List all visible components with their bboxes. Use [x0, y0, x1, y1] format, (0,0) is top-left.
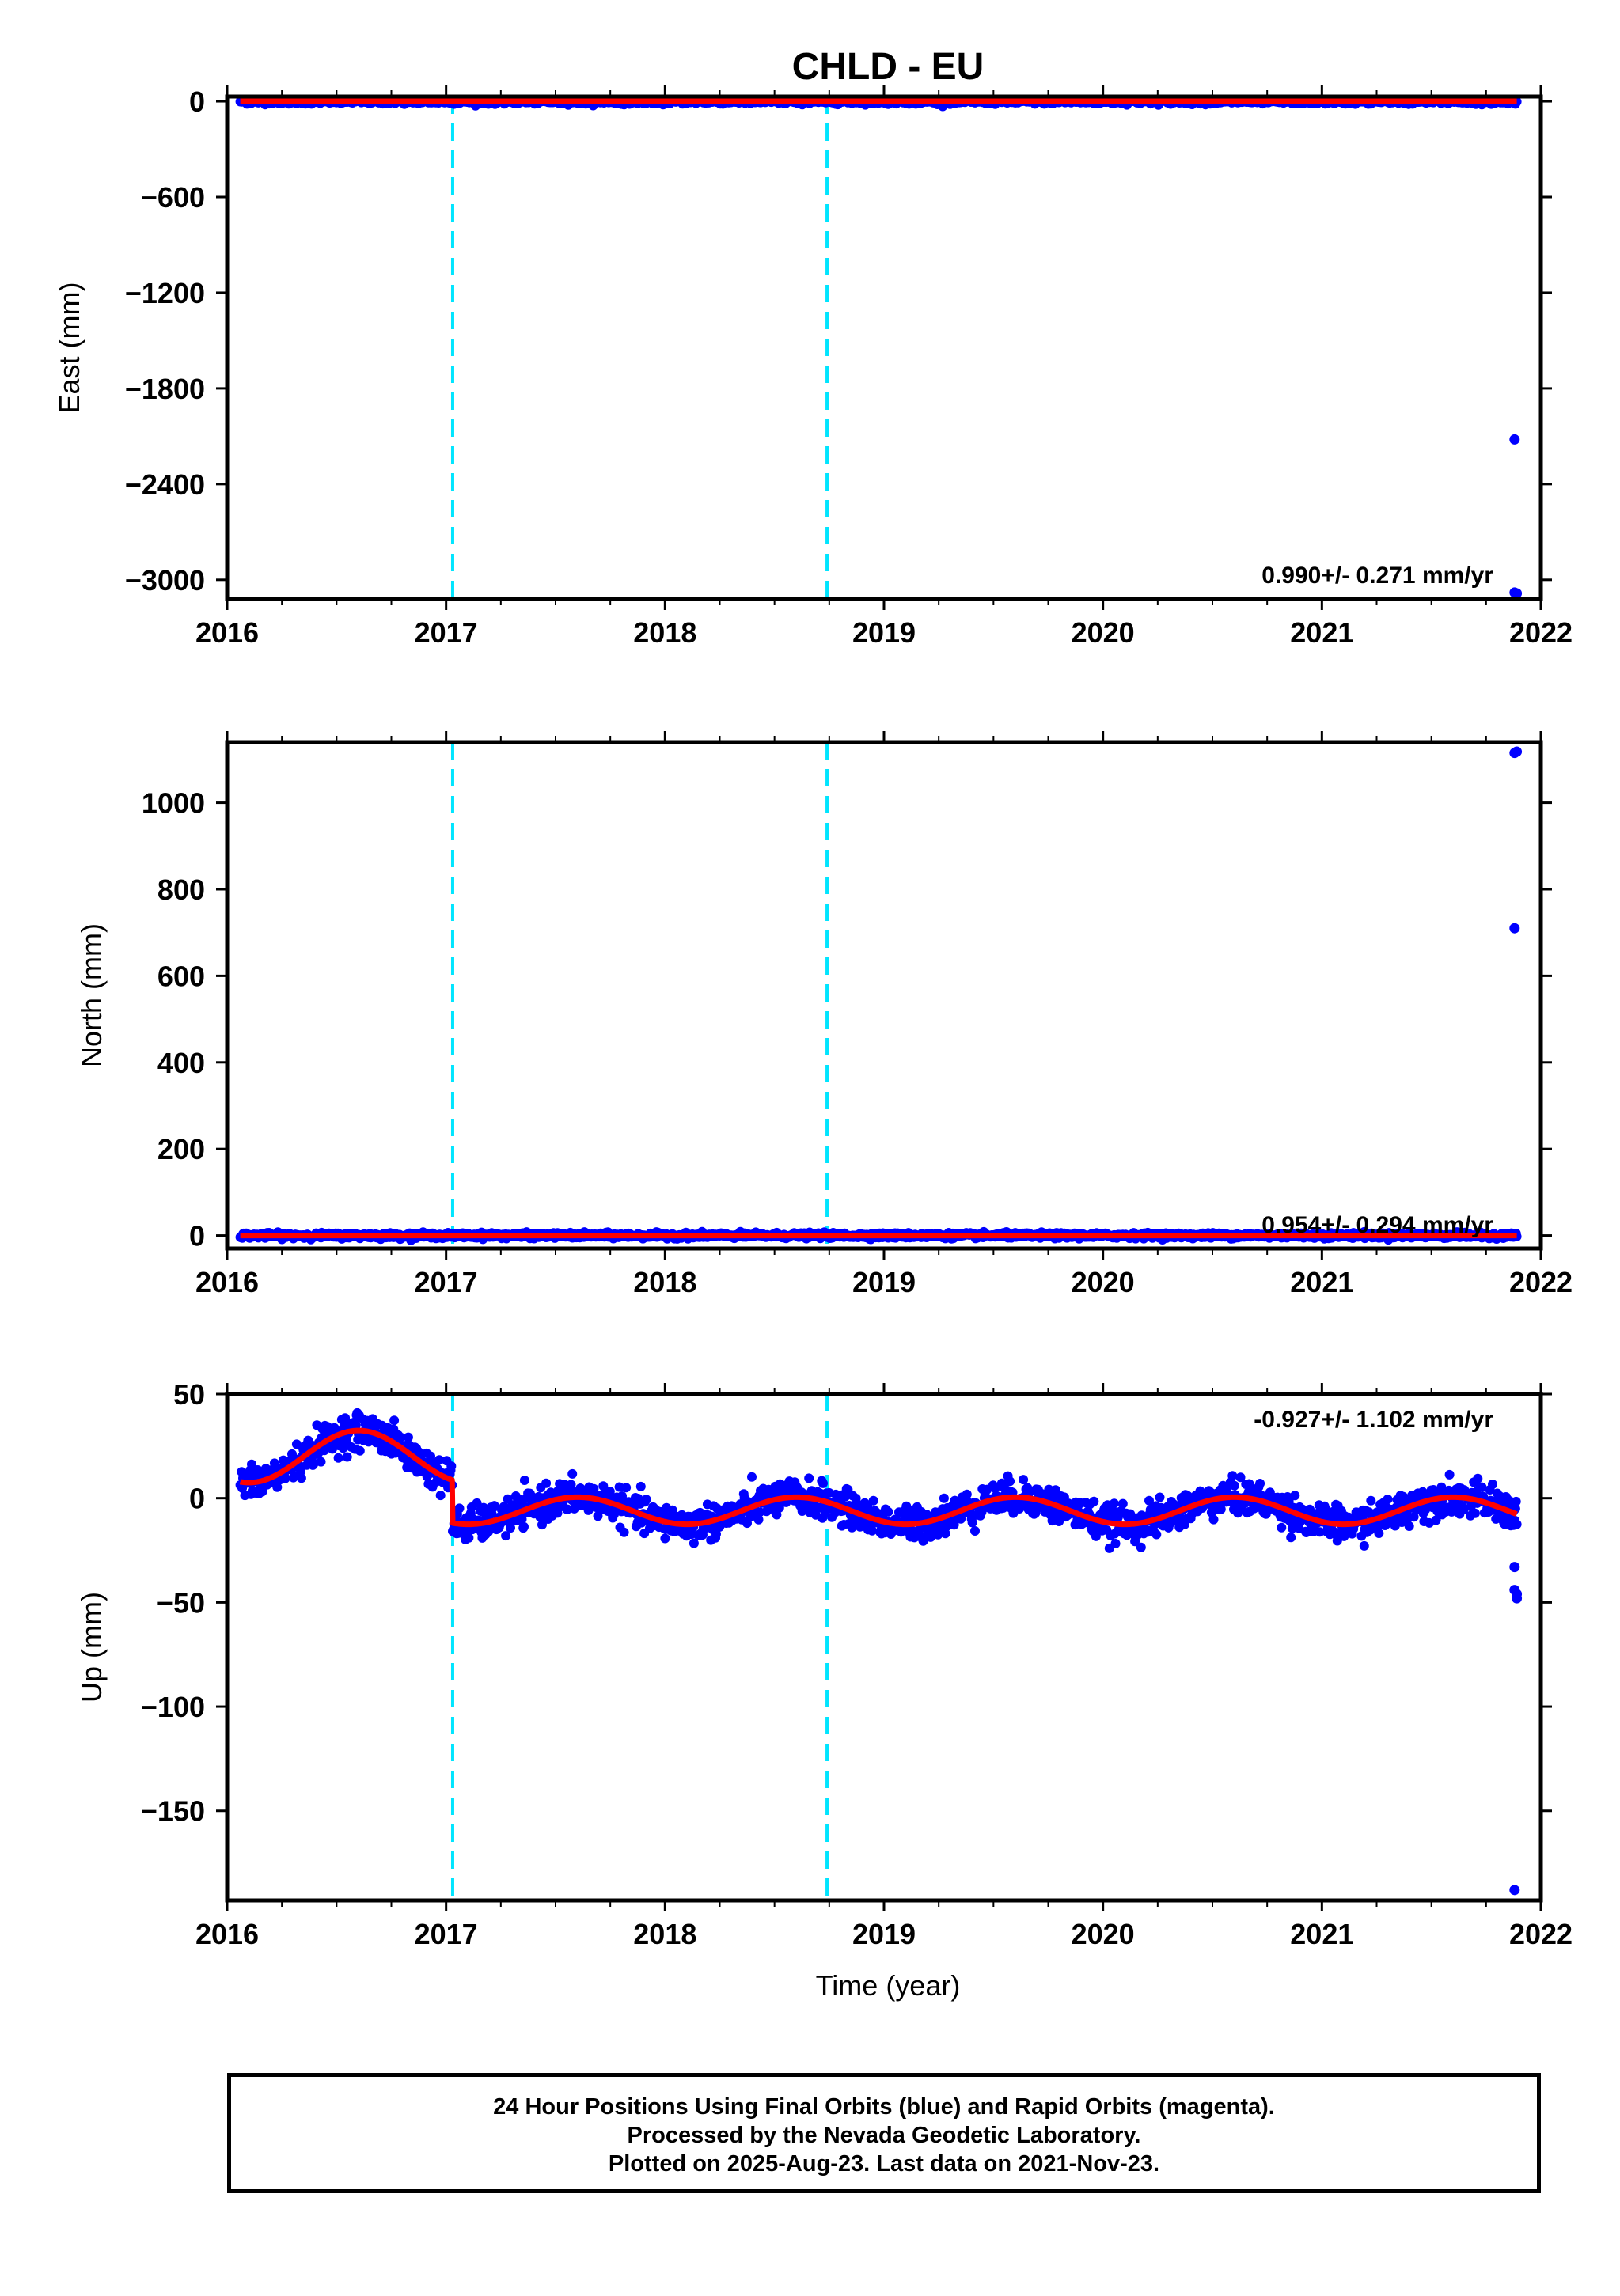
east-x-tick-label: 2017: [415, 616, 478, 649]
east-x-tick-label: 2022: [1509, 616, 1573, 649]
up-point: [621, 1483, 632, 1493]
up-point: [389, 1415, 400, 1426]
east-y-tick-label: −600: [141, 181, 205, 214]
north-x-tick-label: 2020: [1072, 1266, 1135, 1298]
north-plot-frame: [225, 740, 1543, 1251]
east-velocity-label: 0.990+/- 0.271 mm/yr: [1261, 563, 1493, 589]
up-point: [464, 1533, 474, 1543]
east-x-tick-label: 2018: [633, 616, 696, 649]
north-y-axis-label: North (mm): [75, 923, 108, 1067]
up-point: [619, 1527, 629, 1537]
up-point: [454, 1503, 465, 1514]
up-point: [403, 1432, 413, 1442]
east-y-tick-label: −3000: [125, 564, 205, 597]
up-point: [747, 1472, 757, 1482]
up-point: [818, 1478, 828, 1488]
up-point: [342, 1452, 352, 1462]
up-point: [635, 1481, 646, 1491]
east-y-axis-label: East (mm): [53, 282, 85, 414]
north-y-tick-label: 1000: [142, 787, 205, 820]
north-x-tick-label: 2018: [633, 1266, 696, 1298]
north-y-tick-label: 600: [157, 960, 205, 992]
east-outlier-point: [1509, 434, 1520, 445]
up-data-layer: [235, 1394, 1523, 1900]
east-x-tick-label: 2016: [195, 616, 259, 649]
north-outlier-point: [1509, 923, 1520, 934]
up-point: [883, 1506, 893, 1517]
up-point: [296, 1473, 306, 1483]
north-y-tick-label: 200: [157, 1133, 205, 1165]
up-point: [660, 1533, 670, 1544]
up-point: [689, 1538, 699, 1548]
up-point: [566, 1480, 576, 1490]
north-velocity-label: 0.954+/- 0.294 mm/yr: [1261, 1212, 1493, 1238]
panel-north: 2016 2017 2018 2019 2020 2021 2022 0 200 400 600 80…: [75, 731, 1573, 1298]
north-y-tick-label: 0: [189, 1220, 205, 1252]
up-point: [541, 1478, 552, 1488]
chart-title: CHLD - EU: [792, 46, 985, 88]
panel-east: 2016 2017 2018 2019 2020 2021 2022 0 −600 −1200 −1…: [53, 85, 1573, 649]
north-x-tick-label: 2017: [415, 1266, 478, 1298]
north-x-tick-label: 2022: [1509, 1266, 1573, 1298]
east-outlier-point: [1512, 588, 1523, 599]
north-data-layer: [235, 742, 1523, 1248]
north-x-tick-label: 2016: [195, 1266, 259, 1298]
east-y-tick-label: −1800: [125, 373, 205, 405]
up-point: [641, 1495, 651, 1505]
up-point: [435, 1491, 446, 1501]
north-y-tick-label: 400: [157, 1047, 205, 1079]
east-y-tick-label: −1200: [125, 277, 205, 309]
north-outlier-point: [1512, 746, 1523, 757]
up-point: [519, 1521, 529, 1532]
up-point: [355, 1445, 365, 1456]
up-point: [501, 1531, 511, 1541]
east-x-tick-label: 2020: [1072, 616, 1135, 649]
up-point: [446, 1461, 457, 1472]
east-y-tick-label: 0: [189, 85, 205, 118]
up-point: [868, 1495, 878, 1506]
east-y-tick-label: −2400: [125, 468, 205, 501]
north-x-tick-label: 2021: [1290, 1266, 1353, 1298]
up-point: [333, 1453, 343, 1463]
east-x-tick-label: 2019: [852, 616, 916, 649]
north-x-tick-label: 2019: [852, 1266, 916, 1298]
north-y-tick-label: 800: [157, 873, 205, 906]
up-point: [804, 1473, 814, 1483]
east-plot-frame: [225, 94, 1543, 601]
up-point: [867, 1525, 877, 1536]
up-point: [567, 1468, 578, 1479]
east-data-layer: [235, 97, 1523, 599]
east-x-tick-label: 2021: [1290, 616, 1353, 649]
panel-up: 2016 2017 2018 2019 2020 2021 2022500−50−100−1…: [75, 1378, 1573, 1950]
up-point: [519, 1476, 529, 1485]
up-point: [316, 1457, 326, 1467]
